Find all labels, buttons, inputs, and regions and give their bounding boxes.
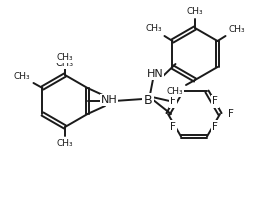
Text: F: F: [212, 97, 218, 106]
Text: CH₃: CH₃: [187, 7, 203, 16]
Text: CH₃: CH₃: [56, 58, 74, 68]
Text: CH₃: CH₃: [228, 25, 245, 34]
Text: CH₃: CH₃: [146, 24, 163, 33]
Text: F: F: [170, 122, 176, 132]
Text: F: F: [170, 97, 176, 106]
Text: CH₃: CH₃: [14, 72, 31, 81]
Text: B: B: [144, 95, 152, 107]
Text: HN: HN: [147, 69, 163, 79]
Text: CH₃: CH₃: [57, 139, 73, 148]
Text: F: F: [228, 109, 234, 119]
Text: CH₃: CH₃: [166, 87, 183, 96]
Text: NH: NH: [101, 95, 117, 105]
Text: CH₃: CH₃: [57, 53, 73, 62]
Text: F: F: [212, 122, 218, 132]
